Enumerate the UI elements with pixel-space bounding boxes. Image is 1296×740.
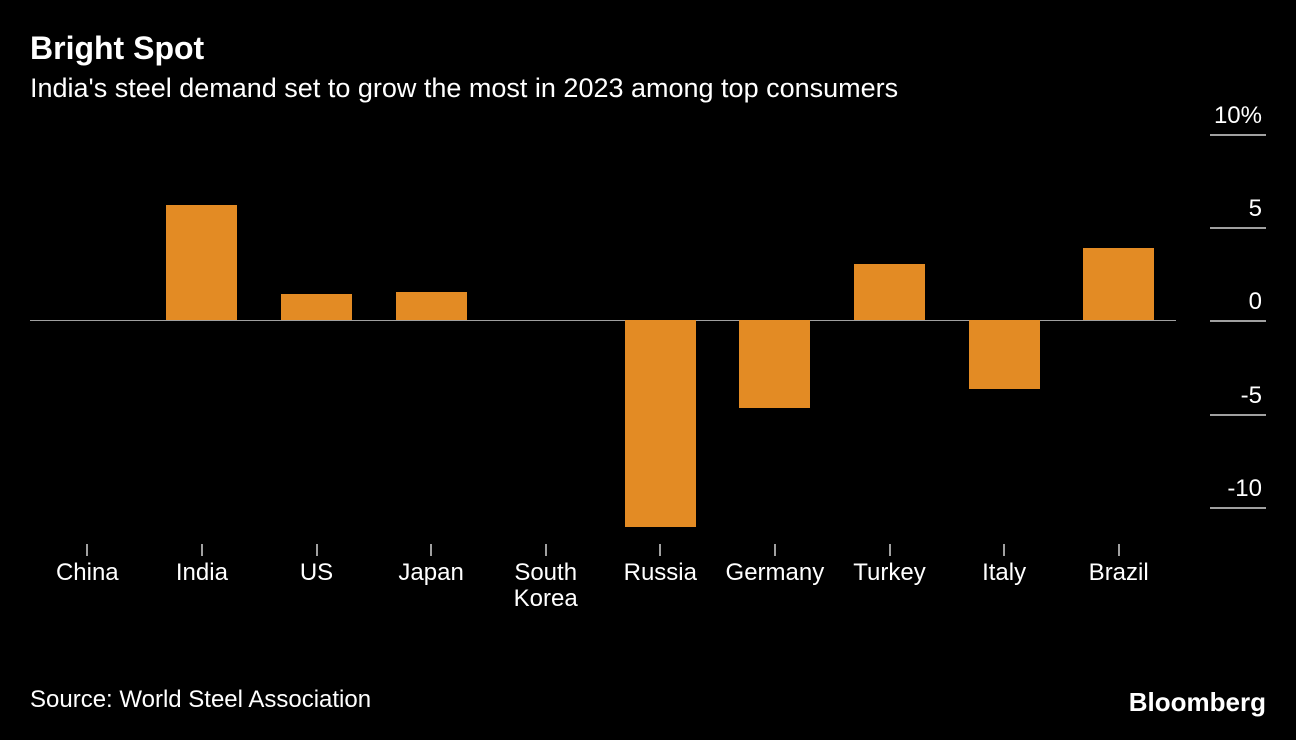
x-label: Brazil	[1089, 560, 1149, 586]
chart-title: Bright Spot	[30, 30, 1266, 67]
x-label: Italy	[982, 560, 1026, 586]
bar-us	[281, 294, 352, 320]
x-label: China	[56, 560, 119, 586]
x-tick	[201, 544, 203, 556]
x-tick	[545, 544, 547, 556]
brand-logo: Bloomberg	[1129, 687, 1266, 718]
chart-area: -10-50510% ChinaIndiaUSJapanSouthKoreaRu…	[30, 134, 1176, 604]
x-tick	[774, 544, 776, 556]
x-label: India	[176, 560, 228, 586]
bar-germany	[739, 320, 810, 408]
y-tick-label: 10%	[1192, 102, 1262, 130]
x-tick	[659, 544, 661, 556]
plot-area: -10-50510%	[30, 134, 1176, 544]
y-gridline	[1210, 320, 1266, 322]
bar-italy	[969, 320, 1040, 389]
x-tick	[1118, 544, 1120, 556]
y-tick-label: -10	[1192, 475, 1262, 503]
bar-russia	[625, 320, 696, 527]
x-label: Russia	[624, 560, 697, 586]
bar-brazil	[1083, 248, 1154, 321]
bar-turkey	[854, 264, 925, 320]
bar-india	[166, 205, 237, 321]
x-label: US	[300, 560, 333, 586]
y-gridline	[1210, 227, 1266, 229]
y-gridline	[1210, 414, 1266, 416]
x-label: Germany	[726, 560, 825, 586]
y-tick-label: -5	[1192, 381, 1262, 409]
x-tick	[86, 544, 88, 556]
y-gridline	[1210, 507, 1266, 509]
x-axis: ChinaIndiaUSJapanSouthKoreaRussiaGermany…	[30, 544, 1176, 604]
chart-container: Bright Spot India's steel demand set to …	[0, 0, 1296, 740]
chart-subtitle: India's steel demand set to grow the mos…	[30, 73, 1266, 104]
x-tick	[316, 544, 318, 556]
x-label: Japan	[398, 560, 463, 586]
x-label: Turkey	[853, 560, 925, 586]
bar-japan	[396, 292, 467, 320]
source-attribution: Source: World Steel Association	[30, 686, 371, 714]
x-tick	[430, 544, 432, 556]
x-tick	[889, 544, 891, 556]
y-gridline	[1210, 134, 1266, 136]
y-tick-label: 0	[1192, 288, 1262, 316]
x-label: SouthKorea	[496, 560, 596, 613]
x-tick	[1003, 544, 1005, 556]
y-tick-label: 5	[1192, 195, 1262, 223]
